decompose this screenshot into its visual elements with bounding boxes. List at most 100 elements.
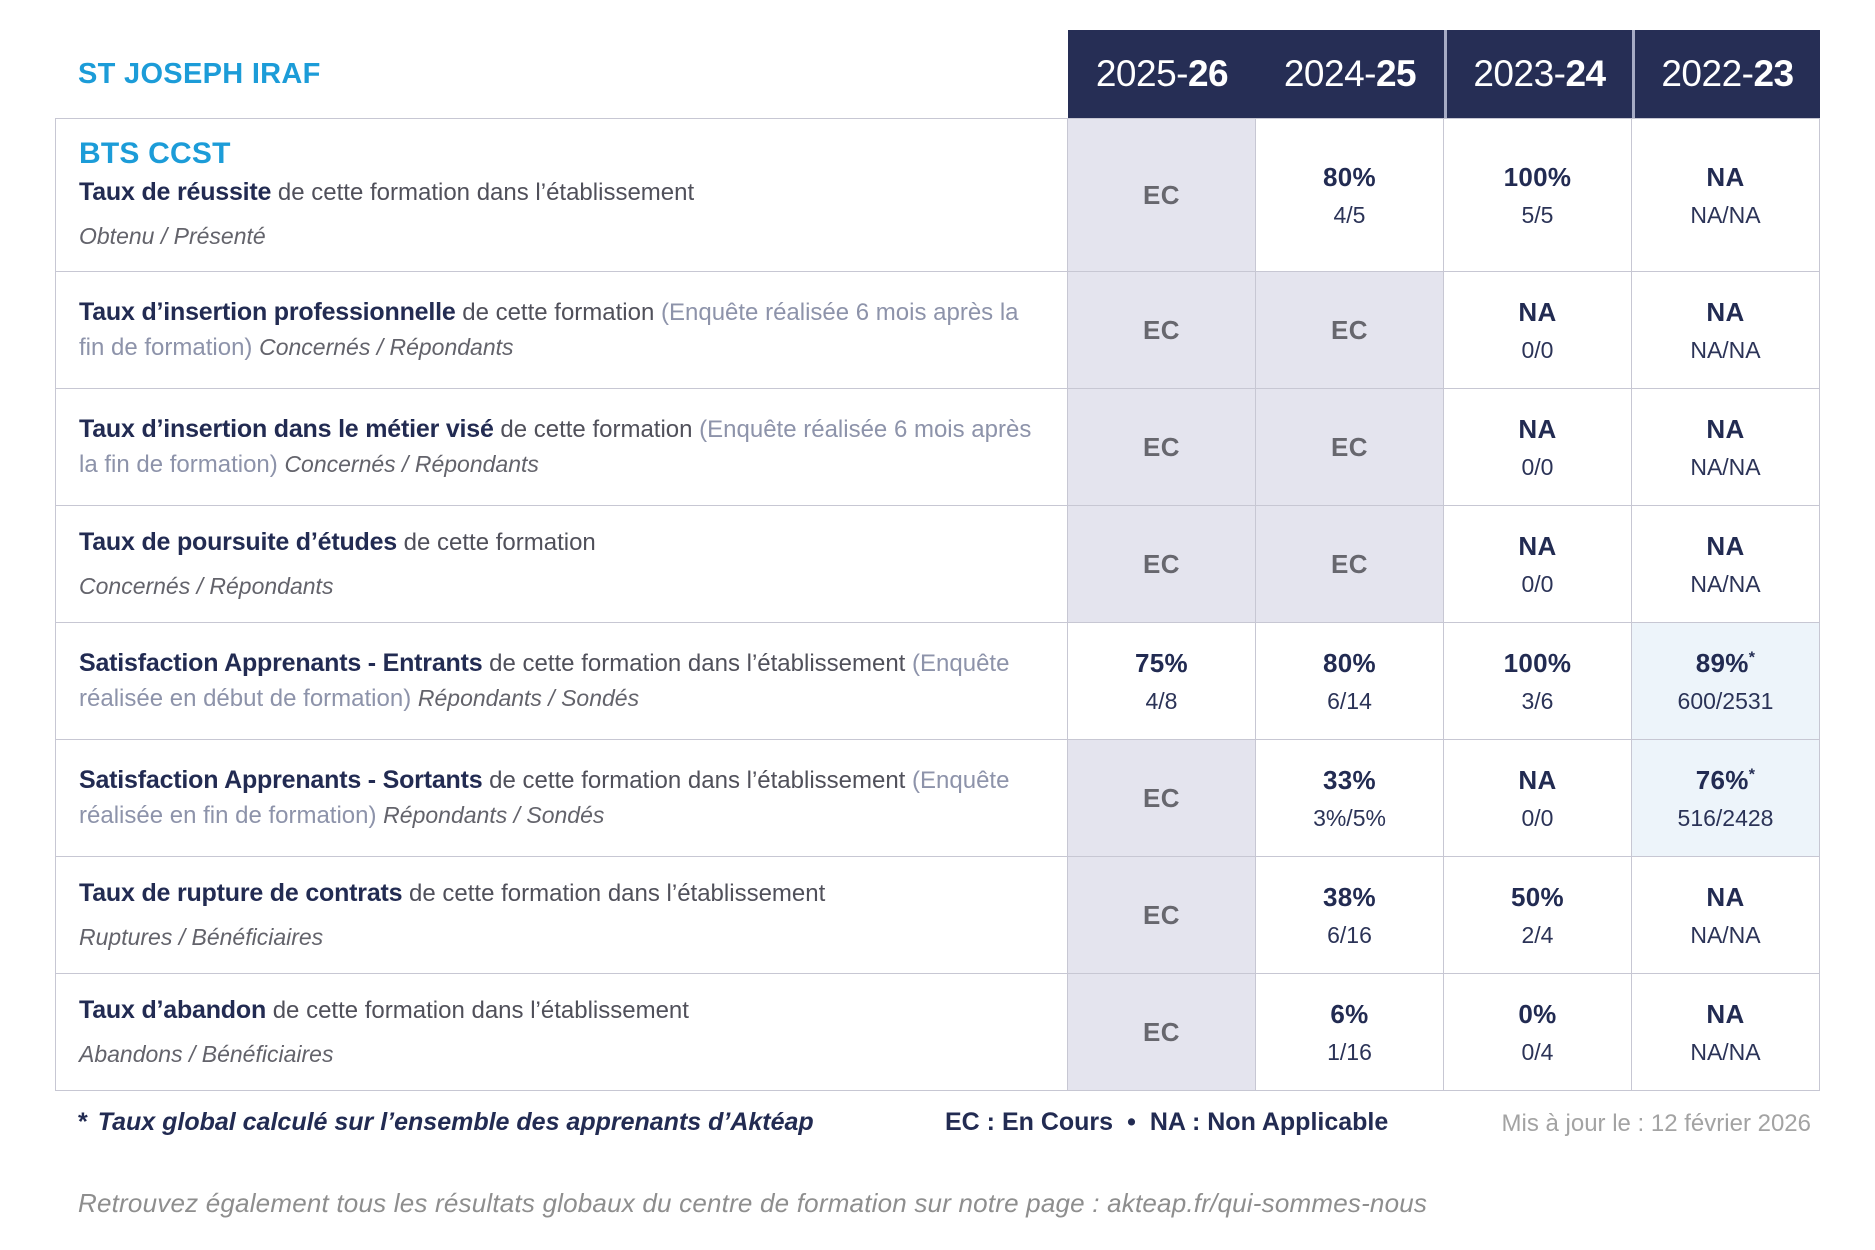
cell-sub-value: NA/NA [1690, 921, 1761, 948]
cell-sub-value: 6/16 [1327, 921, 1372, 948]
ec-value: EC [1330, 548, 1369, 579]
updated-date: Mis à jour le : 12 février 2026 [1501, 1110, 1811, 1137]
year-suffix: 23 [1753, 53, 1794, 94]
cell-sub-value: NA/NA [1690, 453, 1761, 480]
cell-main-value: 75% [1135, 648, 1188, 679]
ec-value: EC [1142, 1016, 1181, 1047]
ec-value: EC [1142, 179, 1181, 210]
cell-value: 100% 3/6 [1444, 623, 1632, 740]
cell-sub-value: 3%/5% [1313, 804, 1386, 831]
metric-text: Satisfaction Apprenants - Sortants de ce… [79, 763, 1037, 833]
metric-label-cell: BTS CCST Taux de réussite de cette format… [55, 118, 1068, 272]
cell-main-value: 38% [1323, 882, 1376, 913]
ec-value: EC [1330, 431, 1369, 462]
metric-label-cell: Satisfaction Apprenants - Sortants de ce… [55, 740, 1068, 857]
cell-main-value: 76%* [1696, 765, 1755, 796]
footnote: * Taux global calculé sur l’ensemble des … [78, 1108, 814, 1137]
cell-value: NA 0/0 [1444, 389, 1632, 506]
cell-main-value: NA [1706, 414, 1744, 445]
cell-ec: EC [1068, 389, 1256, 506]
footnote-text: Taux global calculé sur l’ensemble des a… [97, 1108, 814, 1136]
header-label-cell: ST JOSEPH IRAF [55, 30, 1068, 118]
cell-sub-value: 0/0 [1521, 453, 1554, 480]
value-text: NA [1706, 881, 1745, 912]
ec-value: EC [1142, 548, 1181, 579]
year-prefix: 2023- [1473, 53, 1566, 94]
year-header-2024-25: 2024-25 [1256, 30, 1444, 118]
metric-label-cell: Taux d’insertion dans le métier visé de … [55, 389, 1068, 506]
value-text: 38% [1323, 881, 1376, 912]
cell-ec: EC [1068, 740, 1256, 857]
cell-main-value: 80% [1323, 648, 1376, 679]
cell-sub-value: 0/0 [1521, 336, 1554, 363]
cell-value: 89%* 600/2531 [1632, 623, 1820, 740]
school-name: ST JOSEPH IRAF [78, 57, 321, 90]
cell-main-value: NA [1706, 297, 1744, 328]
cell-sub-value: 4/5 [1333, 201, 1366, 228]
cell-main-value: NA [1706, 162, 1744, 193]
metric-title: Taux d’insertion dans le métier visé [79, 415, 494, 444]
cell-value: NA NA/NA [1632, 857, 1820, 974]
metric-title: Satisfaction Apprenants - Sortants [79, 766, 483, 795]
cell-sub-value: 3/6 [1521, 687, 1554, 714]
value-text: 33% [1323, 764, 1376, 795]
metric-sublabel: Répondants / Sondés [383, 801, 605, 828]
cell-main-value: 80% [1323, 162, 1376, 193]
metric-sublabel: Ruptures / Bénéficiaires [79, 923, 324, 950]
cell-main-value: NA [1706, 531, 1744, 562]
metric-sublabel: Concernés / Répondants [284, 450, 539, 477]
metric-desc: de cette formation dans l’établissement [489, 650, 906, 678]
value-text: 0% [1518, 998, 1557, 1029]
value-text: NA [1518, 296, 1557, 327]
metric-title: Taux de rupture de contrats [79, 879, 403, 908]
value-text: 76% [1695, 764, 1749, 795]
cell-value: 100% 5/5 [1444, 118, 1632, 272]
cell-main-value: 100% [1504, 162, 1572, 193]
metric-label-cell: Taux d’insertion professionnelle de cett… [55, 272, 1068, 389]
asterisk: * [78, 1108, 88, 1136]
asterisk: * [1748, 648, 1756, 666]
ec-value: EC [1330, 314, 1369, 345]
cell-ec: EC [1068, 118, 1256, 272]
cell-value: 6% 1/16 [1256, 974, 1444, 1091]
cell-ec: EC [1068, 974, 1256, 1091]
cell-main-value: 33% [1323, 765, 1376, 796]
metric-survey-note: (Enquête réalisée en début de formation) [79, 650, 1010, 712]
cell-main-value: 50% [1511, 882, 1564, 913]
metric-sublabel: Concernés / Répondants [259, 333, 514, 360]
value-text: 100% [1503, 161, 1572, 192]
value-text: NA [1706, 530, 1745, 561]
cell-sub-value: 5/5 [1521, 201, 1554, 228]
cell-value: 0% 0/4 [1444, 974, 1632, 1091]
year-suffix: 25 [1375, 53, 1417, 94]
metric-desc: de cette formation [462, 299, 655, 327]
metric-text: Taux d’insertion professionnelle de cett… [79, 295, 1037, 365]
metric-title: Taux d’insertion professionnelle [79, 298, 456, 327]
metric-sublabel: Répondants / Sondés [417, 684, 640, 711]
metric-label-cell: Satisfaction Apprenants - Entrants de ce… [55, 623, 1068, 740]
cell-ec: EC [1068, 272, 1256, 389]
metric-text: Satisfaction Apprenants - Entrants de ce… [79, 646, 1037, 716]
metric-label-cell: Taux de poursuite d’études de cette form… [55, 506, 1068, 623]
year-prefix: 2025- [1095, 53, 1189, 94]
metric-desc: de cette formation dans l’établissement [272, 997, 689, 1025]
metric-sublabel: Obtenu / Présenté [79, 222, 266, 249]
metric-desc: de cette formation [403, 529, 596, 557]
legend-abbreviations: EC : En Cours • NA : Non Applicable [945, 1108, 1388, 1137]
ec-value: EC [1142, 431, 1181, 462]
value-text: 50% [1511, 881, 1564, 912]
year-suffix: 26 [1187, 53, 1229, 94]
value-text: NA [1706, 413, 1745, 444]
cell-ec: EC [1256, 506, 1444, 623]
year-header-2025-26: 2025-26 [1068, 30, 1256, 118]
value-text: 6% [1330, 998, 1369, 1029]
year-prefix: 2022- [1661, 53, 1754, 94]
program-title: BTS CCST [79, 137, 231, 171]
year-label: 2025-26 [1095, 53, 1229, 95]
year-header-2023-24: 2023-24 [1444, 30, 1632, 118]
cell-ec: EC [1068, 857, 1256, 974]
cell-main-value: 89%* [1696, 648, 1755, 679]
value-text: NA [1518, 764, 1557, 795]
cell-value: 80% 6/14 [1256, 623, 1444, 740]
